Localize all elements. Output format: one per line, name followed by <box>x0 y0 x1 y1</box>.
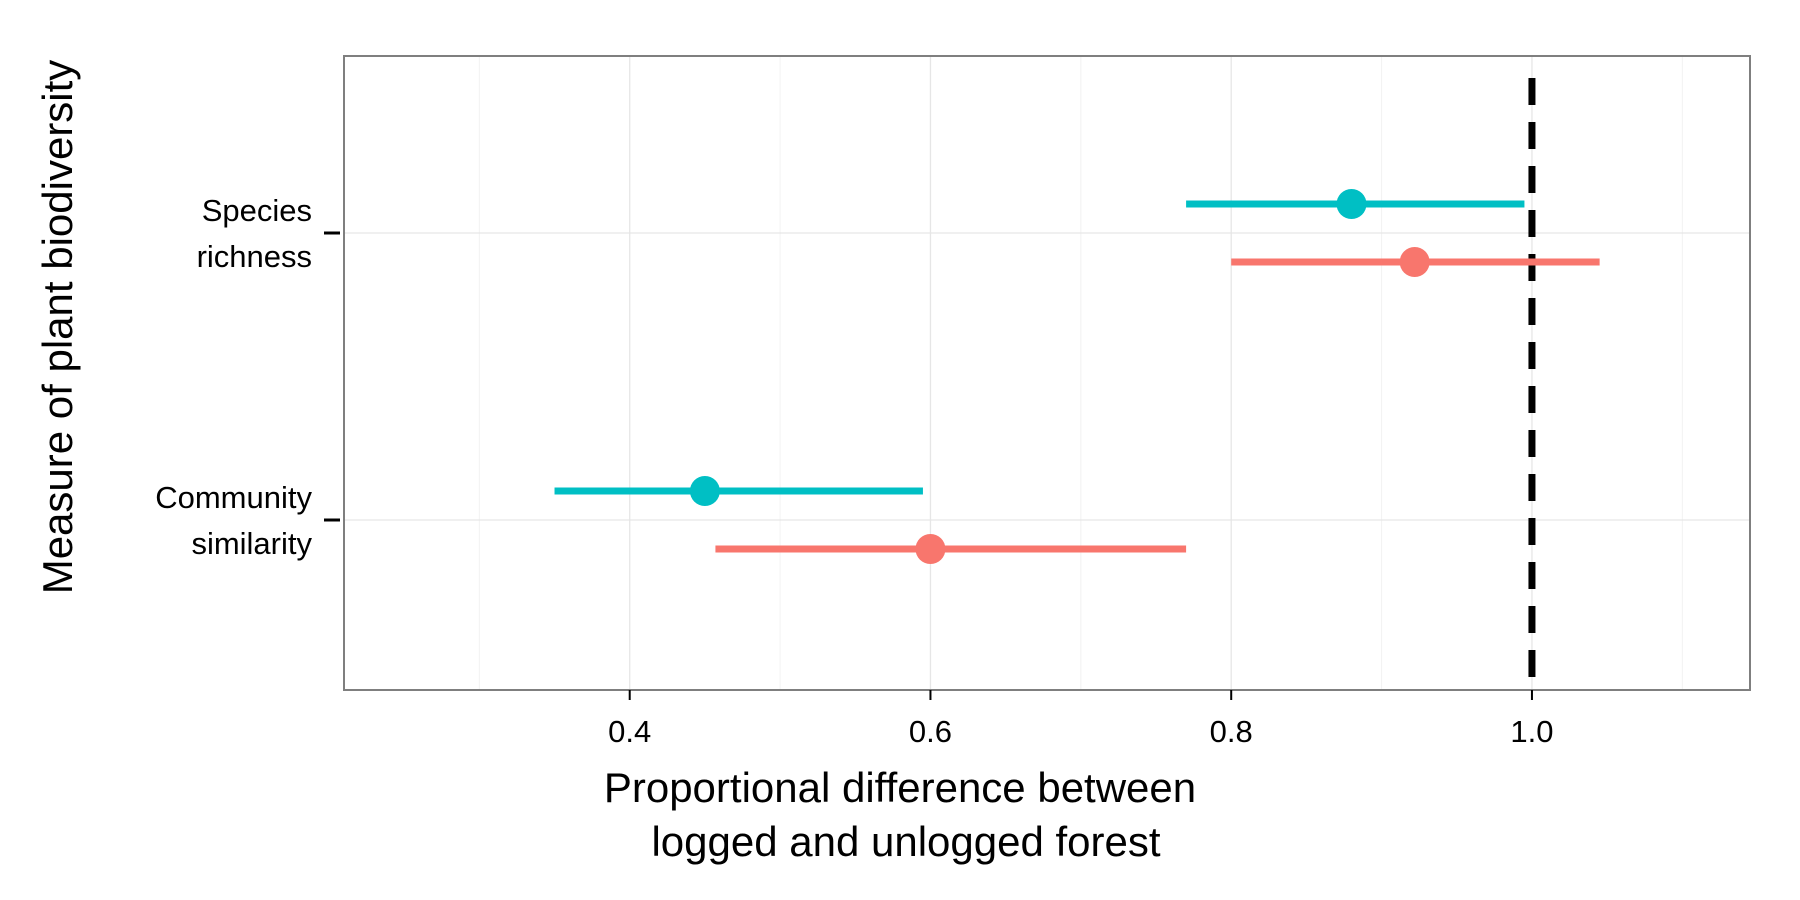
y-category-label-line2: similarity <box>191 526 312 561</box>
x-tick-label: 0.8 <box>1210 714 1253 749</box>
grid-layer <box>344 56 1750 690</box>
x-tick-label: 1.0 <box>1510 714 1553 749</box>
point-series-cyan-similarity <box>690 476 720 506</box>
point-series-red-similarity <box>915 534 945 564</box>
x-tick-label: 0.6 <box>909 714 952 749</box>
x-axis-title-line1: Proportional difference between <box>604 764 1196 811</box>
y-axis-title: Measure of plant biodiversity <box>34 60 81 595</box>
y-category-label-line2: richness <box>197 239 312 274</box>
point-series-cyan-richness <box>1337 189 1367 219</box>
x-axis: 0.4 0.6 0.8 1.0 <box>608 690 1553 749</box>
y-category-label-line1: Community <box>155 480 312 515</box>
y-axis: Species richness Community similarity <box>155 193 340 561</box>
x-tick-label: 0.4 <box>608 714 651 749</box>
point-series-red-richness <box>1400 247 1430 277</box>
series-layer <box>555 189 1600 564</box>
y-category-label-line1: Species <box>202 193 312 228</box>
plot-panel-border <box>344 56 1750 690</box>
x-axis-title-line2: logged and unlogged forest <box>651 818 1160 865</box>
